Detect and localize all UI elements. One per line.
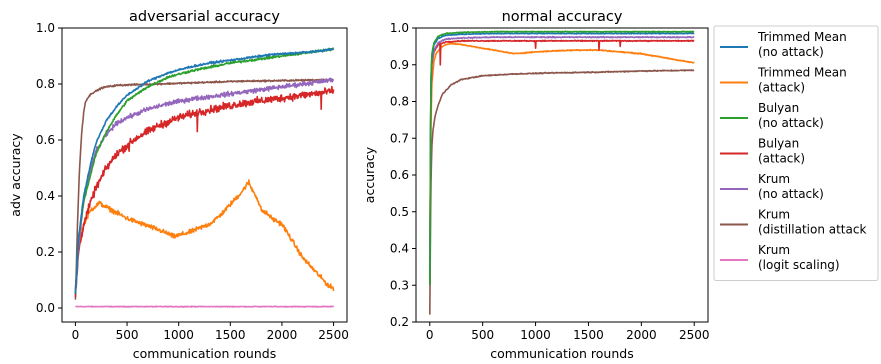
y-tick-label: 0.7: [390, 131, 409, 145]
legend-label-detail: (attack): [758, 152, 805, 166]
series-group: [429, 30, 695, 315]
series-group: [74, 47, 335, 308]
legend-label: Bulyan: [758, 101, 799, 115]
x-tick-label: 500: [116, 328, 139, 342]
normal-accuracy-panel: 0 500 1000 1500 2000 2500 0.2 0.3 0.4 0.5 0.6 0.7 0.…: [362, 9, 710, 361]
legend-label: Krum: [758, 172, 790, 186]
y-tick-label: 1.0: [390, 21, 409, 35]
y-tick-label: 0.9: [390, 58, 409, 72]
series-line-kr_no: [74, 77, 334, 295]
x-tick-label: 1000: [163, 328, 194, 342]
chart-title: adversarial accuracy: [129, 9, 280, 25]
legend-label-detail: (no attack): [758, 187, 824, 201]
series-line-tm_no: [74, 48, 335, 295]
legend-label: Trimmed Mean: [757, 66, 847, 80]
legend-label-detail: (no attack): [758, 45, 824, 59]
x-tick-label: 1500: [215, 328, 246, 342]
legend-label: Bulyan: [758, 137, 799, 151]
legend: Trimmed Mean(no attack)Trimmed Mean(atta…: [713, 25, 879, 281]
series-line-bu_at: [74, 85, 335, 297]
series-line-kr_no: [429, 35, 695, 286]
y-tick-label: 0.3: [390, 278, 409, 292]
legend-label-detail: (distillation attack: [758, 223, 866, 237]
y-tick-label: 0.6: [390, 168, 409, 182]
x-tick-label: 2000: [626, 328, 657, 342]
series-line-tm_at: [74, 179, 335, 292]
series-line-kr_dist: [74, 78, 334, 300]
series-line-tm_at: [429, 42, 695, 286]
y-tick-label: 1.0: [36, 21, 55, 35]
tick-group: 0 500 1000 1500 2000 2500 0.2 0.3 0.4 0.5 0.6 0.7 0.…: [390, 21, 710, 342]
series-line-bu_no: [429, 30, 695, 286]
y-axis-label: adv accuracy: [8, 133, 23, 217]
series-line-kr_dist: [429, 69, 695, 315]
tick-group: 0 500 1000 1500 2000 2500 0.0 0.2 0.4 0.6 0.8 1.0: [36, 21, 349, 342]
y-tick-label: 0.4: [390, 242, 409, 256]
series-line-bu_no: [74, 47, 335, 295]
y-axis-label: accuracy: [362, 146, 377, 203]
legend-label: Trimmed Mean: [757, 30, 847, 44]
chart-title: normal accuracy: [502, 9, 623, 25]
x-axis-label: communication rounds: [490, 346, 633, 361]
x-tick-label: 2500: [679, 328, 710, 342]
x-tick-label: 1500: [573, 328, 604, 342]
x-tick-label: 0: [426, 328, 434, 342]
y-tick-label: 0.2: [36, 245, 55, 259]
y-tick-label: 0.5: [390, 205, 409, 219]
series-line-bu_at: [429, 39, 695, 286]
x-tick-label: 2000: [267, 328, 298, 342]
legend-label-detail: (attack): [758, 81, 805, 95]
y-tick-label: 0.6: [36, 133, 55, 147]
plot-frame: [61, 27, 348, 323]
y-tick-label: 0.8: [36, 77, 55, 91]
x-tick-label: 500: [471, 328, 494, 342]
legend-frame: [713, 25, 879, 281]
y-tick-label: 0.4: [36, 189, 55, 203]
x-axis-label: communication rounds: [133, 346, 276, 361]
legend-label-detail: (logit scaling): [758, 258, 840, 272]
x-tick-label: 1000: [520, 328, 551, 342]
series-line-kr_logit: [75, 305, 335, 308]
series-line-tm_no: [429, 32, 695, 286]
x-tick-label: 2500: [318, 328, 349, 342]
y-tick-label: 0.8: [390, 95, 409, 109]
y-tick-label: 0.0: [36, 301, 55, 315]
legend-label: Krum: [758, 243, 790, 257]
legend-label: Krum: [758, 208, 790, 222]
legend-label-detail: (no attack): [758, 116, 824, 130]
x-tick-label: 0: [72, 328, 80, 342]
legend-items: Trimmed Mean(no attack)Trimmed Mean(atta…: [720, 30, 866, 272]
adversarial-accuracy-panel: 0 500 1000 1500 2000 2500 0.0 0.2 0.4 0.6 0.8 1.0 a…: [8, 9, 349, 361]
y-tick-label: 0.2: [390, 315, 409, 329]
